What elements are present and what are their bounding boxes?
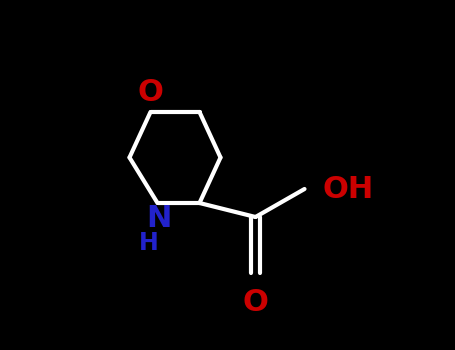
Text: OH: OH (322, 175, 373, 203)
Text: O: O (243, 288, 268, 317)
Text: N: N (147, 204, 172, 233)
Text: O: O (137, 78, 163, 107)
Text: H: H (139, 231, 159, 255)
